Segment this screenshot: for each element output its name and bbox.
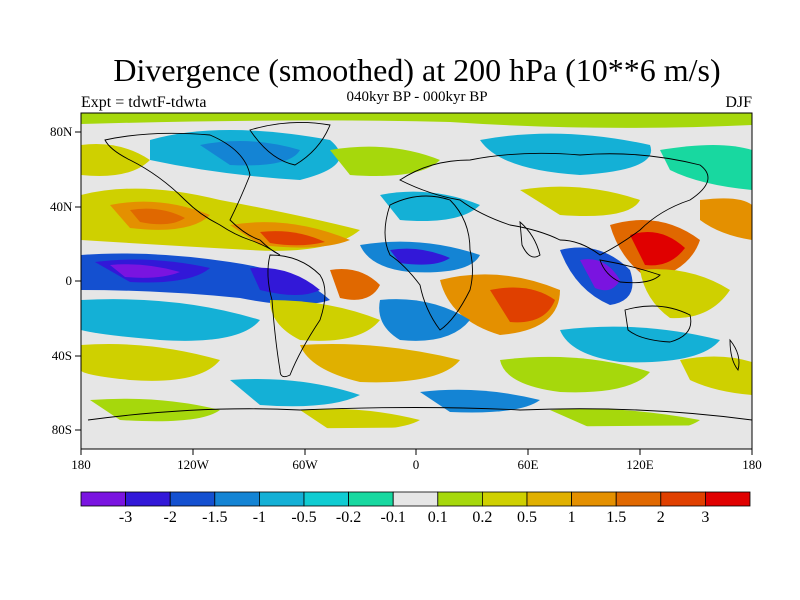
plot-title: Divergence (smoothed) at 200 hPa (10**6 … (113, 52, 721, 88)
contour-field (81, 113, 752, 449)
colorbar-tick-label: 3 (701, 509, 710, 526)
lon-label: 180 (742, 457, 762, 472)
colorbar-tick-label: 0.2 (472, 509, 493, 526)
colorbar-swatch (80, 491, 126, 507)
colorbar-swatch (348, 491, 394, 507)
colorbar-tick-label: -1 (252, 509, 267, 526)
lon-label: 60E (517, 457, 539, 472)
lat-label: 80N (50, 124, 73, 139)
plot-subtitle: 040kyr BP - 000kyr BP (346, 89, 488, 105)
colorbar-swatch (705, 491, 751, 507)
colorbar-swatch (481, 491, 528, 507)
coastlines (87, 121, 752, 421)
colorbar (80, 491, 751, 507)
lat-label: 40S (51, 348, 72, 363)
axis-ticks (75, 131, 753, 455)
colorbar-swatch (392, 491, 439, 507)
lat-label: 80S (51, 422, 72, 437)
colorbar-swatch (258, 491, 305, 507)
colorbar-swatch (125, 491, 171, 507)
season-label: DJF (725, 94, 752, 111)
colorbar-swatch (214, 491, 260, 507)
colorbar-tick-label: -3 (118, 509, 133, 526)
colorbar-tick-label: 2 (656, 509, 665, 526)
lon-label: 180 (71, 457, 91, 472)
lat-label: 0 (65, 273, 73, 288)
experiment-label: Expt = tdwtF-tdwta (81, 94, 207, 111)
colorbar-swatch (437, 491, 483, 507)
lon-label: 120E (626, 457, 654, 472)
colorbar-tick-label: -2 (163, 509, 177, 526)
colorbar-tick-label: 0.1 (427, 509, 448, 526)
colorbar-tick-label: 1.5 (606, 509, 627, 526)
colorbar-swatch (571, 491, 617, 507)
lon-label: 0 (412, 457, 420, 472)
colorbar-tick-label: -0.1 (380, 509, 406, 526)
colorbar-tick-label: -1.5 (202, 509, 228, 526)
lat-label: 40N (50, 199, 73, 214)
colorbar-swatch (303, 491, 349, 507)
colorbar-swatch (660, 491, 706, 507)
lon-label: 120W (177, 457, 209, 472)
colorbar-tick-label: 1 (567, 509, 576, 526)
colorbar-tick-label: 0.5 (517, 509, 537, 526)
colorbar-tick-label: -0.2 (335, 509, 362, 526)
lon-label: 60W (292, 457, 318, 472)
colorbar-tick-label: -0.5 (291, 509, 317, 526)
colorbar-swatch (615, 491, 662, 507)
colorbar-swatch (526, 491, 572, 507)
colorbar-swatch (169, 491, 216, 507)
